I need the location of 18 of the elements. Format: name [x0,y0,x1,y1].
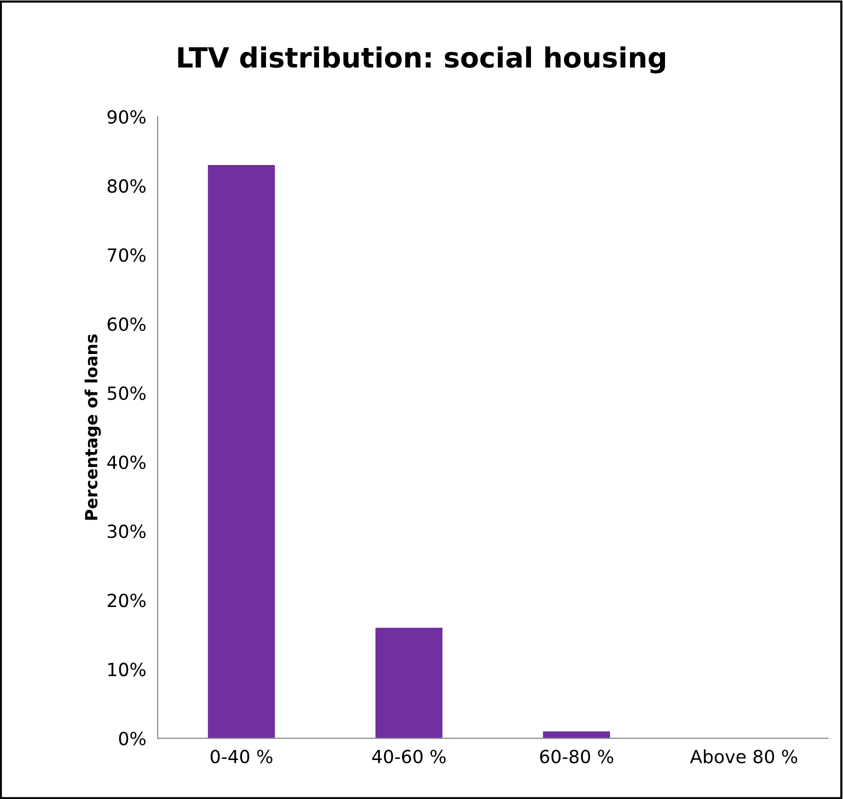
y-tick-label: 10% [108,662,146,676]
y-tick-label: 40% [107,455,146,470]
y-tick-label: 80% [108,179,146,193]
y-tick-label: 50% [108,386,146,400]
y-tick-label: 70% [108,248,146,262]
y-tick-label: 0% [119,732,146,746]
chart-title: LTV distribution: social housing [178,46,666,74]
x-tick-label: 0-40 % [210,750,272,764]
y-tick-label: 20% [108,594,146,608]
y-tick-label: 30% [108,524,146,538]
bar [208,165,275,738]
x-tick-label: 60-80 % [540,750,614,764]
bar [375,628,442,738]
y-tick-label: 60% [108,317,146,331]
x-tick-label: Above 80 % [690,749,798,764]
y-tick-label: 90% [108,110,146,124]
x-tick-label: 40-60 % [372,750,446,764]
y-axis-title: Percentage of loans [84,334,101,520]
